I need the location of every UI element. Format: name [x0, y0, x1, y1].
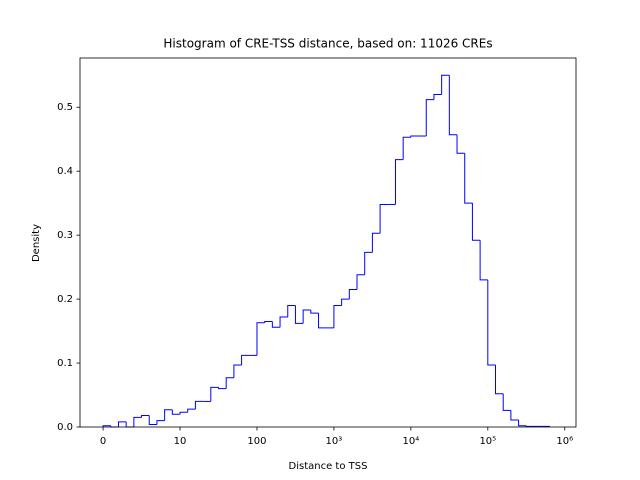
x-tick-label: 10³ — [326, 436, 343, 447]
histogram-bin — [179, 411, 188, 415]
histogram-bin — [371, 232, 381, 253]
histogram-bin — [318, 313, 327, 329]
histogram-bin — [341, 298, 350, 306]
histogram-bin — [518, 419, 527, 427]
y-tick-label: 0.4 — [57, 166, 73, 177]
y-tick-label: 0.0 — [57, 422, 73, 433]
histogram-bin — [502, 393, 511, 411]
histogram-bin — [133, 416, 142, 427]
histogram-bin — [356, 274, 365, 290]
histogram-bin — [448, 75, 458, 136]
histogram-bin — [117, 421, 127, 427]
histogram-bin — [471, 203, 481, 241]
y-tick-label: 0.1 — [57, 358, 73, 369]
y-tick-label: 0.3 — [57, 230, 73, 241]
histogram-bin — [271, 321, 281, 328]
histogram-bin — [379, 203, 388, 234]
histogram-bin — [433, 93, 442, 100]
histogram-bin — [171, 409, 181, 415]
histogram-bin — [487, 279, 496, 366]
histogram-bin — [148, 415, 157, 425]
plot-frame — [79, 57, 577, 428]
histogram-bin — [102, 425, 111, 427]
x-tick-label: 0 — [100, 436, 106, 447]
histogram-bin — [210, 386, 219, 402]
histogram-bin — [287, 304, 296, 318]
histogram-bin — [194, 400, 204, 410]
histogram-bin — [256, 322, 265, 356]
histogram-bin — [333, 304, 342, 328]
x-tick-label: 10⁴ — [402, 436, 419, 447]
histogram-bin — [525, 425, 534, 427]
histogram-bin — [241, 354, 250, 365]
histogram-bin — [402, 136, 411, 160]
histogram-bin — [302, 309, 311, 324]
x-tick-label: 10 — [174, 436, 187, 447]
histogram-bin — [394, 159, 404, 205]
histogram-bin — [464, 153, 473, 204]
histogram-bin — [279, 316, 288, 328]
histogram-bin — [187, 408, 196, 413]
chart-title: Histogram of CRE-TSS distance, based on:… — [163, 37, 492, 51]
histogram-bin — [510, 410, 519, 421]
y-tick-label: 0.5 — [57, 102, 73, 113]
y-axis-label: Density — [31, 224, 42, 262]
histogram-bin — [364, 251, 373, 275]
histogram-bin — [217, 387, 227, 390]
histogram-bin — [156, 420, 165, 425]
histogram-bin — [264, 320, 273, 323]
histogram-bin — [141, 414, 150, 418]
histogram-bin — [225, 377, 234, 389]
histogram-bin — [495, 364, 504, 395]
histogram-bin — [479, 240, 488, 281]
x-tick-label: 100 — [247, 436, 266, 447]
histogram-bin — [425, 99, 434, 137]
histogram-bin — [441, 74, 450, 95]
histogram-bin — [310, 309, 319, 314]
histogram-bin — [233, 364, 242, 378]
y-tick-label: 0.2 — [57, 294, 73, 305]
histogram-bin — [410, 135, 419, 138]
x-tick-label: 10⁵ — [479, 436, 496, 447]
x-tick-label: 10⁶ — [556, 436, 573, 447]
histogram-bin — [294, 305, 304, 324]
x-axis-label: Distance to TSS — [289, 461, 368, 472]
histogram-bin — [348, 289, 357, 300]
histogram-bin — [164, 409, 173, 421]
histogram-bin — [456, 134, 465, 154]
